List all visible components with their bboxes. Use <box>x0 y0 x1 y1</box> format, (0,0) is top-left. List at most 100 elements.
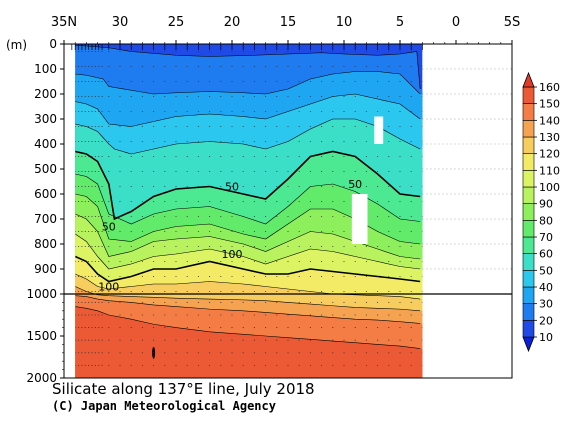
sample-dot <box>321 352 323 354</box>
sample-dot <box>332 80 334 83</box>
sample-dot <box>365 170 367 173</box>
sample-dot <box>287 339 289 341</box>
sample-dot <box>209 301 211 303</box>
sample-dot <box>332 230 334 233</box>
sample-dot <box>175 230 177 233</box>
sample-dot <box>108 170 110 173</box>
sample-dot <box>91 185 93 188</box>
sample-dot <box>119 327 121 329</box>
sample-dot <box>81 260 83 263</box>
sample-dot <box>377 339 379 341</box>
sample-dot <box>94 200 96 203</box>
sample-dot <box>220 125 222 128</box>
sample-dot <box>421 95 423 98</box>
sample-dot <box>197 155 199 158</box>
sample-dot <box>75 301 76 303</box>
sample-dot <box>231 301 233 303</box>
sample-dot <box>130 364 132 366</box>
sample-dot <box>186 170 188 173</box>
sample-dot <box>94 230 96 233</box>
isoline-120 <box>75 286 421 312</box>
sample-dot <box>197 314 199 316</box>
sample-dot <box>141 215 143 218</box>
sample-dot <box>287 125 289 128</box>
sample-dot <box>343 245 345 248</box>
sample-dot <box>276 155 278 158</box>
sample-dot <box>101 215 103 218</box>
sample-dot <box>287 185 289 188</box>
sample-dot <box>94 290 96 293</box>
sample-dot <box>94 140 96 143</box>
sample-dot <box>98 230 100 233</box>
sample-dot <box>84 185 86 188</box>
sample-dot <box>388 352 390 354</box>
sample-dot <box>388 125 390 128</box>
sample-dot <box>91 230 93 233</box>
sample-dot <box>421 352 423 354</box>
sample-dot <box>388 301 390 303</box>
sample-dot <box>276 290 278 293</box>
sample-dot <box>81 301 83 303</box>
sample-dot <box>421 110 423 113</box>
sample-dot <box>98 80 100 83</box>
sample-dot <box>164 364 166 366</box>
sample-dot <box>220 275 222 278</box>
sample-dot <box>231 290 233 293</box>
sample-dot <box>287 80 289 83</box>
sample-dot <box>421 125 423 128</box>
sample-dot <box>186 50 188 53</box>
sample-dot <box>410 200 412 203</box>
sample-dot <box>81 364 83 366</box>
sample-dot <box>287 290 289 293</box>
x-tick-label: 0 <box>452 15 460 30</box>
sample-dot <box>220 245 222 248</box>
colorbar-swatch <box>522 253 535 271</box>
sample-dot <box>119 301 121 303</box>
sample-dot <box>108 260 110 263</box>
sample-dot <box>365 95 367 98</box>
sample-dot <box>130 215 132 218</box>
sample-dot <box>108 327 110 329</box>
sample-dot <box>253 260 255 263</box>
sample-dot <box>75 260 76 263</box>
sample-dot <box>253 245 255 248</box>
sample-dot <box>75 50 76 53</box>
sample-dot <box>75 327 76 329</box>
sample-dot <box>265 301 267 303</box>
sample-dot <box>354 170 356 173</box>
sample-dot <box>365 140 367 143</box>
colorbar-high-arrow <box>522 71 535 88</box>
sample-dot <box>119 339 121 341</box>
sample-dot <box>354 275 356 278</box>
sample-dot <box>309 314 311 316</box>
sample-dot <box>231 65 233 68</box>
sample-dot <box>186 65 188 68</box>
sample-dot <box>101 339 103 341</box>
sample-dot <box>78 290 80 293</box>
sample-dot <box>253 95 255 98</box>
sample-dot <box>276 364 278 366</box>
colorbar-swatch <box>522 220 535 238</box>
sample-dot <box>101 260 103 263</box>
sample-dot <box>78 125 80 128</box>
sample-dot <box>153 290 155 293</box>
sample-dot <box>220 339 222 341</box>
sample-dot <box>276 140 278 143</box>
sample-dot <box>332 155 334 158</box>
sample-dot <box>265 290 267 293</box>
sample-dot <box>130 95 132 98</box>
sample-dot <box>130 140 132 143</box>
sample-dot <box>186 80 188 83</box>
sample-dot <box>421 314 423 316</box>
colorbar-swatch <box>522 153 535 171</box>
sample-dot <box>130 50 132 53</box>
sample-dot <box>399 290 401 293</box>
sample-dot <box>242 245 244 248</box>
sample-dot <box>276 170 278 173</box>
sample-dot <box>98 290 100 293</box>
sample-dot <box>101 314 103 316</box>
sample-dot <box>141 50 143 53</box>
sample-dot <box>265 364 267 366</box>
sample-dot <box>321 327 323 329</box>
sample-dot <box>309 80 311 83</box>
